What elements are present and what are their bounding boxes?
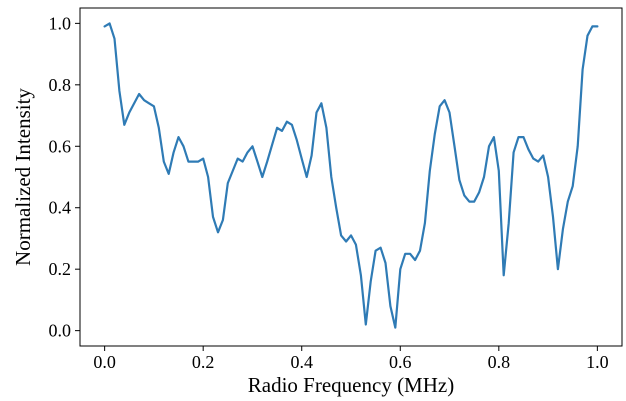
plot-area (79, 7, 623, 347)
x-tick-label: 0.4 (290, 352, 313, 372)
x-axis-label: Radio Frequency (MHz) (248, 373, 454, 397)
x-tick-label: 1.0 (586, 352, 609, 372)
y-tick-label: 0.6 (49, 136, 72, 156)
x-tick-label: 0.8 (488, 352, 511, 372)
y-tick-label: 0.0 (49, 321, 72, 341)
x-tick-label: 0.0 (93, 352, 116, 372)
x-tick-label: 0.2 (192, 352, 215, 372)
y-tick-label: 0.4 (49, 198, 72, 218)
x-tick-label: 0.6 (389, 352, 412, 372)
series-line-0 (103, 22, 599, 329)
y-tick-label: 0.2 (49, 259, 72, 279)
series-layer (103, 22, 599, 329)
x-axis: 0.0 0.2 0.4 0.6 0.8 1.0 (93, 346, 609, 372)
plot-frame (79, 7, 623, 347)
y-tick-label: 0.8 (49, 75, 72, 95)
y-axis: 0.0 0.2 0.4 0.6 0.8 1.0 (49, 13, 80, 341)
y-tick-label: 1.0 (49, 13, 72, 33)
y-axis-label: Normalized Intensity (11, 88, 35, 266)
